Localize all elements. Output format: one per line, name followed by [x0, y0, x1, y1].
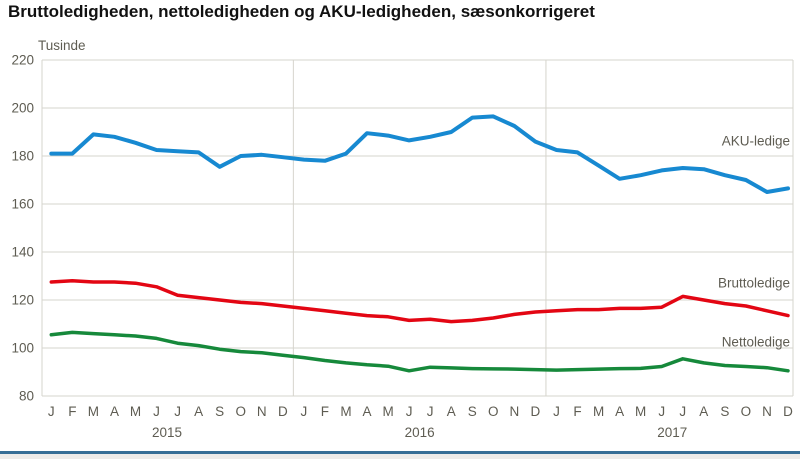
- y-tick-label: 160: [11, 197, 34, 212]
- month-label: D: [278, 404, 288, 419]
- year-label: 2016: [405, 425, 435, 440]
- month-label: J: [679, 404, 686, 419]
- month-label: J: [406, 404, 413, 419]
- month-label: J: [153, 404, 160, 419]
- year-label: 2017: [657, 425, 687, 440]
- y-tick-label: 140: [11, 245, 34, 260]
- chart-title: Bruttoledigheden, nettoledigheden og AKU…: [8, 2, 595, 21]
- year-label: 2015: [152, 425, 182, 440]
- y-tick-label: 180: [11, 149, 34, 164]
- month-label: D: [783, 404, 793, 419]
- month-label: J: [48, 404, 55, 419]
- month-label: J: [174, 404, 181, 419]
- month-label: J: [301, 404, 308, 419]
- y-tick-label: 200: [11, 101, 34, 116]
- month-label: M: [593, 404, 604, 419]
- series-line-aku-ledige: [49, 114, 790, 194]
- footer-strip: [0, 454, 800, 459]
- month-label: F: [321, 404, 329, 419]
- month-label: A: [447, 404, 456, 419]
- month-label: O: [235, 404, 246, 419]
- month-label: J: [658, 404, 665, 419]
- unit-label: Tusinde: [38, 38, 86, 53]
- month-label: M: [88, 404, 99, 419]
- y-tick-label: 120: [11, 293, 34, 308]
- month-label: S: [215, 404, 224, 419]
- month-label: O: [741, 404, 752, 419]
- month-label: A: [363, 404, 372, 419]
- month-label: A: [110, 404, 119, 419]
- footer-divider-bar: [0, 451, 800, 454]
- series-label-nettoledige: Nettoledige: [722, 335, 790, 350]
- series-label-aku-ledige: AKU-ledige: [722, 134, 790, 149]
- month-label: D: [531, 404, 541, 419]
- month-label: N: [257, 404, 267, 419]
- month-label: J: [427, 404, 434, 419]
- month-label: S: [720, 404, 729, 419]
- y-tick-label: 80: [19, 389, 34, 404]
- series-label-bruttoledige: Bruttoledige: [718, 276, 790, 291]
- month-label: F: [68, 404, 76, 419]
- month-label: A: [699, 404, 708, 419]
- month-label: M: [340, 404, 351, 419]
- series-line-nettoledige: [49, 330, 790, 373]
- month-label: N: [509, 404, 519, 419]
- month-label: N: [762, 404, 772, 419]
- y-tick-label: 100: [11, 341, 34, 356]
- month-label: M: [382, 404, 393, 419]
- month-label: A: [194, 404, 203, 419]
- month-label: O: [488, 404, 499, 419]
- series-line-bruttoledige: [49, 279, 790, 324]
- month-label: A: [615, 404, 624, 419]
- month-label: J: [553, 404, 560, 419]
- month-label: M: [635, 404, 646, 419]
- month-label: S: [468, 404, 477, 419]
- month-label: M: [130, 404, 141, 419]
- month-label: F: [573, 404, 581, 419]
- y-tick-label: 220: [11, 53, 34, 68]
